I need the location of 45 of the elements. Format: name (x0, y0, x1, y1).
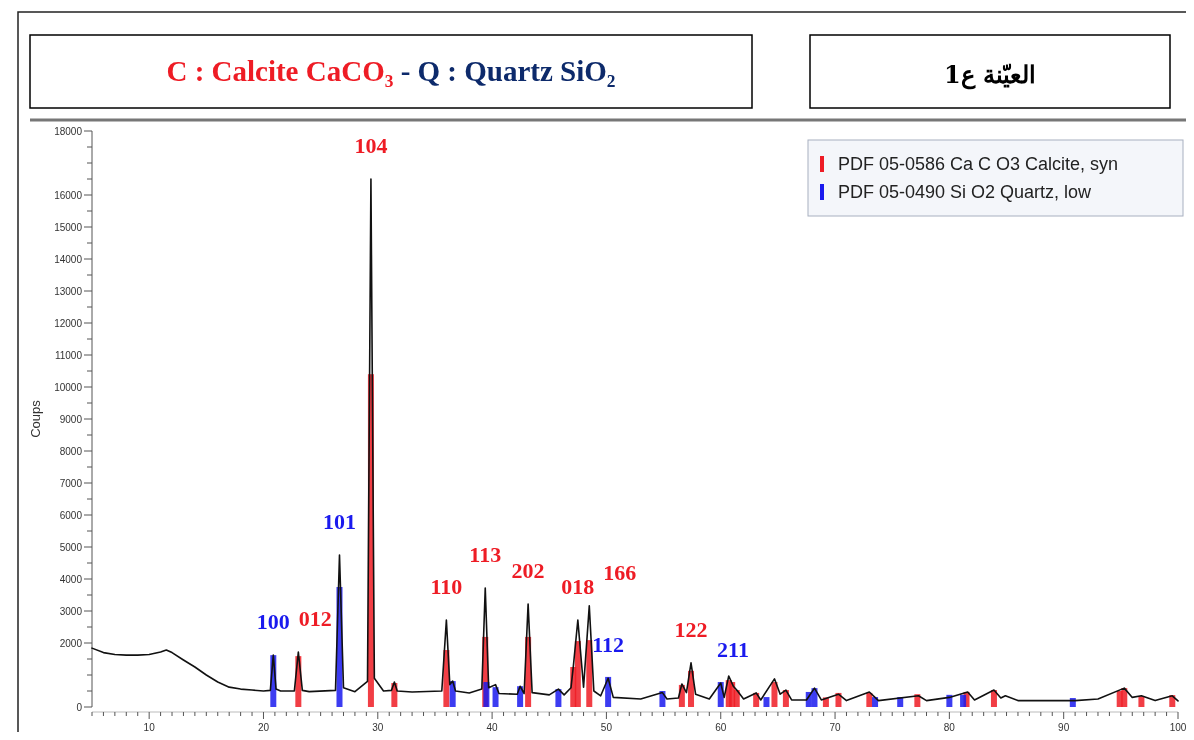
annotation: 166 (603, 559, 637, 585)
chart-subtitle: - Q : Quartz SiO₂ (393, 55, 616, 87)
annotation: 202 (511, 557, 545, 583)
x-tick-label: 30 (372, 722, 384, 733)
annotation: 100 (256, 609, 290, 635)
x-tick-label: 50 (600, 722, 613, 733)
y-tick-label: 11000 (54, 349, 83, 361)
annotation: 122 (674, 616, 708, 642)
y-tick-label: 0 (76, 701, 83, 713)
y-tick-label: 9000 (59, 413, 83, 425)
annotation: 112 (592, 632, 625, 658)
chart-title: C : Calcite CaCO₃ (166, 55, 394, 87)
y-tick-label: 15000 (54, 221, 83, 233)
annotation: 113 (469, 541, 502, 567)
y-tick-label: 14000 (54, 253, 83, 265)
y-tick-label: 10000 (54, 381, 83, 393)
y-axis-title: Coups (28, 399, 43, 438)
annotation: 211 (717, 637, 749, 662)
y-tick-label: 4000 (59, 573, 83, 585)
y-tick-label: 3000 (59, 605, 83, 617)
y-tick-label: 5000 (59, 541, 83, 553)
x-tick-label: 90 (1058, 722, 1070, 733)
annotation: 104 (354, 133, 388, 158)
x-tick-label: 60 (715, 722, 727, 733)
annotation: 101 (322, 509, 356, 534)
y-tick-label: 16000 (54, 189, 83, 201)
legend-label: PDF 05-0490 Si O2 Quartz, low (838, 182, 1093, 202)
y-tick-label: 2000 (59, 637, 83, 649)
x-tick-label: 20 (257, 722, 270, 733)
y-tick-label: 7000 (59, 477, 83, 489)
annotation: 012 (298, 605, 332, 631)
annotation: 018 (561, 573, 595, 599)
annotation: 110 (430, 573, 463, 599)
x-tick-label: 10 (143, 722, 156, 733)
y-tick-label: 12000 (54, 317, 83, 329)
y-tick-label: 6000 (59, 509, 83, 521)
y-tick-label: 8000 (59, 445, 83, 457)
x-tick-label: 100 (1169, 722, 1187, 733)
x-tick-label: 80 (943, 722, 956, 733)
legend-label: PDF 05-0586 Ca C O3 Calcite, syn (838, 154, 1119, 174)
text: العيّنة ع1 (943, 60, 1037, 90)
y-tick-label: 18000 (54, 125, 83, 137)
y-tick-label: 13000 (54, 285, 83, 297)
x-tick-label: 70 (829, 722, 842, 733)
x-tick-label: 40 (486, 722, 499, 733)
